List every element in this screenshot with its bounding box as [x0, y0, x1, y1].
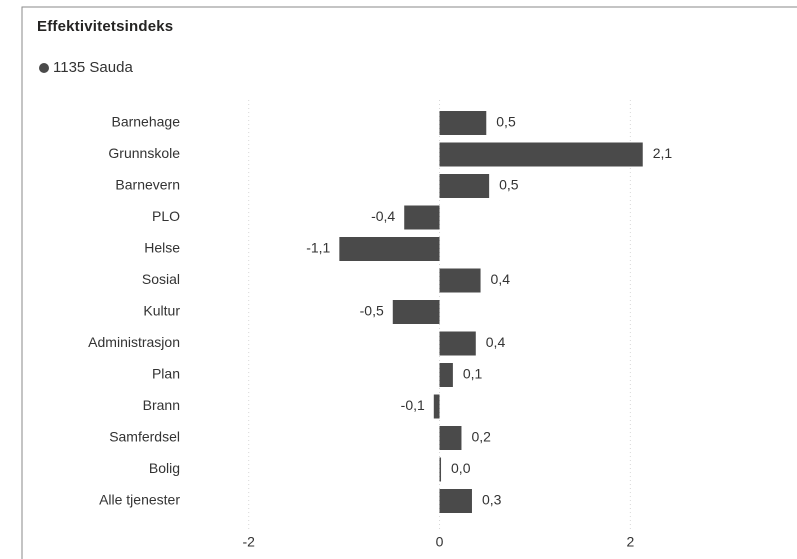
value-label: 0,0 [451, 460, 471, 476]
value-label: 2,1 [653, 145, 673, 161]
y-tick-label: Samferdsel [109, 429, 180, 445]
value-label: -1,1 [306, 240, 330, 256]
y-tick-label: PLO [152, 208, 180, 224]
x-tick-label: 2 [626, 534, 634, 550]
legend-marker [39, 63, 49, 73]
value-label: -0,1 [401, 397, 425, 413]
y-tick-label: Bolig [149, 460, 180, 476]
y-tick-label: Alle tjenester [99, 492, 180, 508]
value-label: 0,1 [463, 366, 483, 382]
y-tick-label: Barnevern [115, 177, 180, 193]
bar [439, 174, 490, 198]
value-label: 0,5 [496, 114, 516, 130]
x-tick-label: 0 [436, 534, 444, 550]
value-label: 0,4 [486, 334, 506, 350]
bar [404, 205, 440, 230]
y-tick-label: Grunnskole [108, 145, 180, 161]
bar [439, 331, 476, 356]
y-tick-label: Brann [143, 397, 180, 413]
bar [339, 237, 440, 261]
value-label: 0,3 [482, 492, 502, 508]
bar [439, 363, 453, 387]
value-label: 0,4 [491, 271, 511, 287]
bar [439, 142, 643, 167]
visual-border [21, 6, 797, 559]
value-label: -0,4 [371, 208, 395, 224]
bar [439, 457, 442, 482]
bar [439, 489, 472, 513]
y-tick-label: Barnehage [111, 114, 180, 130]
y-tick-label: Administrasjon [88, 334, 180, 350]
y-tick-label: Kultur [143, 303, 180, 319]
chart-title: Effektivitetsindeks [37, 18, 173, 35]
bar [439, 111, 487, 135]
value-label: 0,5 [499, 177, 519, 193]
bar [392, 300, 440, 324]
y-tick-label: Helse [144, 240, 180, 256]
bar [439, 268, 481, 293]
value-label: 0,2 [471, 429, 491, 445]
legend-label: 1135 Sauda [53, 59, 133, 76]
legend: 1135 Sauda [39, 59, 133, 76]
y-tick-label: Plan [152, 366, 180, 382]
x-tick-label: -2 [242, 534, 255, 550]
bar [433, 394, 440, 419]
bar [439, 426, 462, 450]
value-label: -0,5 [360, 303, 384, 319]
y-tick-label: Sosial [142, 271, 180, 287]
